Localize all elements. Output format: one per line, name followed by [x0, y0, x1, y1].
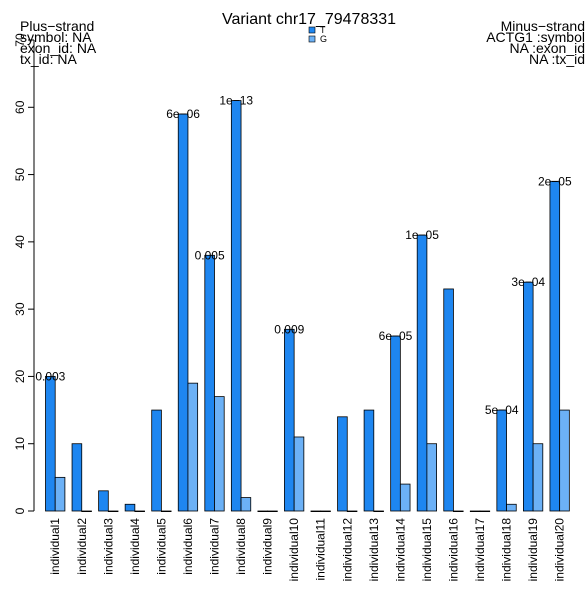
bar-T-individual13	[363, 409, 375, 512]
y-tick-label: 40	[13, 235, 27, 249]
x-tick-label: individual16	[446, 518, 460, 582]
x-tick-label: individual12	[340, 518, 354, 582]
p-value-label: 1e−05	[405, 228, 439, 242]
x-tick-label: individual20	[553, 518, 567, 582]
x-tick-label: individual11	[314, 518, 328, 581]
bar-T-individual17	[469, 510, 481, 513]
p-value-label: 2e−05	[538, 174, 572, 188]
p-value-label: 6e−05	[379, 329, 413, 343]
y-tick-label: 60	[13, 100, 27, 114]
p-value-label: 0.009	[274, 322, 304, 336]
bar-G-individual18	[506, 503, 517, 512]
legend-swatch	[308, 35, 316, 43]
y-tick-label: 20	[13, 369, 27, 383]
bar-G-individual9	[267, 510, 278, 513]
x-tick-label: individual9	[261, 518, 275, 575]
bar-G-individual16	[453, 510, 464, 513]
bars	[45, 100, 570, 513]
bar-T-individual8	[230, 100, 242, 512]
x-tick-label: individual15	[420, 518, 434, 582]
x-tick-label: individual2	[75, 518, 89, 575]
x-tick-label: individual3	[101, 518, 115, 575]
bar-G-individual7	[214, 396, 225, 512]
bar-G-individual8	[240, 497, 252, 512]
bar-T-individual19	[523, 281, 534, 512]
y-tick-label: 10	[13, 437, 27, 451]
y-tick-label: 70	[13, 33, 27, 47]
left-annotation-line: tx_id: NA	[20, 51, 77, 67]
left-annotation-line: Plus−strand	[20, 18, 94, 34]
bar-G-individual14	[399, 483, 411, 512]
x-tick-label: individual4	[128, 518, 142, 575]
bar-G-individual11	[320, 510, 331, 513]
x-tick-label: individual10	[287, 518, 301, 582]
p-value-labels: 0.003 6e−06 0.005 1e−13 0.009 6e−05 1e−05 5e−04…	[35, 94, 572, 418]
legend-label: G	[320, 34, 327, 44]
bar-G-individual6	[187, 382, 199, 512]
bar-G-individual2	[81, 510, 92, 513]
p-value-label: 0.005	[195, 248, 225, 262]
bar-T-individual4	[124, 503, 136, 512]
p-value-label: 5e−04	[485, 403, 519, 417]
bar-T-individual20	[549, 180, 561, 512]
bar-T-individual3	[98, 490, 109, 512]
p-value-label: 0.003	[35, 369, 65, 383]
x-tick-label: individual1	[48, 518, 62, 575]
x-tick-label: individual17	[473, 518, 487, 582]
x-tick-label: individual5	[154, 518, 168, 575]
bar-T-individual14	[390, 335, 401, 512]
bar-G-individual15	[426, 443, 437, 512]
bar-G-individual1	[54, 476, 66, 512]
bar-T-individual9	[257, 510, 268, 513]
legend-swatch	[308, 26, 316, 34]
y-axis: 0 10 20 30 40 50 60 70	[13, 33, 35, 514]
y-tick-label: 30	[13, 302, 27, 316]
bar-G-individual20	[559, 409, 570, 512]
bar-T-individual6	[177, 113, 189, 512]
left-annotation-line: symbol: NA	[20, 29, 92, 45]
x-tick-label: individual13	[367, 518, 381, 582]
x-tick-label: individual8	[234, 518, 248, 575]
legend: TG	[308, 25, 327, 44]
bar-G-individual5	[160, 510, 172, 513]
x-axis-labels: individual1 individual2 individual3 individ…	[48, 518, 566, 582]
bar-G-individual10	[293, 436, 305, 512]
x-tick-label: individual18	[500, 518, 514, 582]
bar-T-individual7	[204, 254, 215, 512]
bar-G-individual4	[134, 510, 145, 513]
bar-T-individual18	[496, 409, 507, 512]
right-annotation-line: NA :tx_id	[529, 51, 585, 67]
bar-T-individual11	[310, 510, 322, 513]
p-value-label: 3e−04	[511, 275, 545, 289]
p-value-label: 6e−06	[166, 107, 200, 121]
x-tick-label: individual14	[393, 518, 407, 582]
y-tick-label: 0	[13, 507, 27, 514]
bar-G-individual19	[532, 443, 544, 512]
bar-G-individual17	[479, 510, 491, 513]
bar-G-individual13	[373, 510, 384, 513]
bar-G-individual3	[107, 510, 119, 513]
bar-G-individual12	[346, 510, 358, 513]
y-tick-label: 50	[13, 168, 27, 182]
x-tick-label: individual19	[526, 518, 540, 582]
bar-T-individual1	[45, 376, 56, 512]
bar-T-individual10	[284, 328, 295, 512]
bar-T-individual16	[443, 288, 454, 512]
x-tick-label: individual6	[181, 518, 195, 575]
bar-T-individual5	[151, 409, 162, 512]
bar-T-individual15	[416, 234, 428, 512]
bar-T-individual12	[337, 416, 348, 512]
right-annotation-line: NA :exon_id	[510, 40, 585, 56]
right-annotation-line: Minus−strand	[501, 18, 585, 34]
right-annotation-line: ACTG1 :symbol	[486, 29, 585, 45]
x-tick-label: individual7	[208, 518, 222, 575]
chart-title: Variant chr17_79478331	[222, 11, 396, 28]
legend-label: T	[320, 25, 326, 35]
bar-T-individual2	[71, 443, 83, 512]
p-value-label: 1e−13	[219, 94, 253, 108]
left-annotation-line: exon_id: NA	[20, 40, 97, 56]
